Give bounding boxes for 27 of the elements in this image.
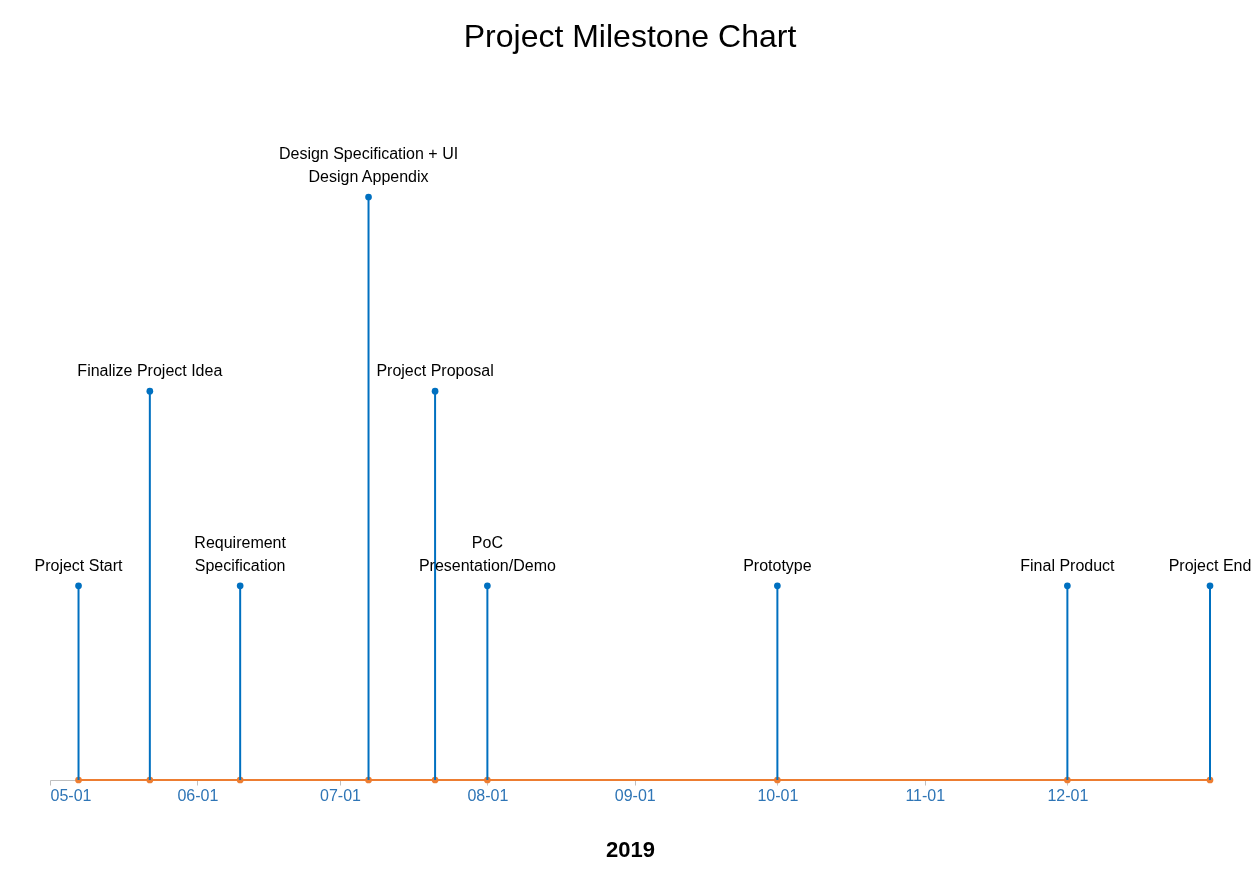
point xyxy=(75,582,82,590)
point xyxy=(484,582,491,590)
x-tick-label: 11-01 xyxy=(905,786,946,804)
chart-title: Project Milestone Chart xyxy=(463,18,797,54)
point xyxy=(1206,582,1214,590)
x-tick-label: 12-01 xyxy=(1047,786,1089,804)
x-tick-label: 10-01 xyxy=(757,786,799,804)
annotation: Finalize Project Idea xyxy=(77,362,223,380)
x-axis-title: 2019 xyxy=(606,836,655,862)
annotation: Project Start xyxy=(34,556,124,574)
x-tick-label: 09-01 xyxy=(614,786,656,804)
x-tick-label: 07-01 xyxy=(320,786,362,804)
x-tick-label: 05-01 xyxy=(50,786,92,804)
annotation: Project End xyxy=(1168,556,1252,574)
annotation: Project Proposal xyxy=(376,362,494,380)
point xyxy=(146,387,154,395)
point xyxy=(1064,582,1071,590)
annotation: Requirement Specification xyxy=(194,533,287,574)
point xyxy=(774,582,781,590)
point xyxy=(236,582,244,590)
x-tick-label: 08-01 xyxy=(467,786,509,804)
annotation: Final Product xyxy=(1020,556,1116,574)
point xyxy=(431,387,439,395)
annotation: Prototype xyxy=(743,556,812,574)
x-tick-label: 06-01 xyxy=(177,786,219,804)
point xyxy=(365,193,372,201)
annotation: Design Specification + UI Design Appendix xyxy=(278,145,459,185)
